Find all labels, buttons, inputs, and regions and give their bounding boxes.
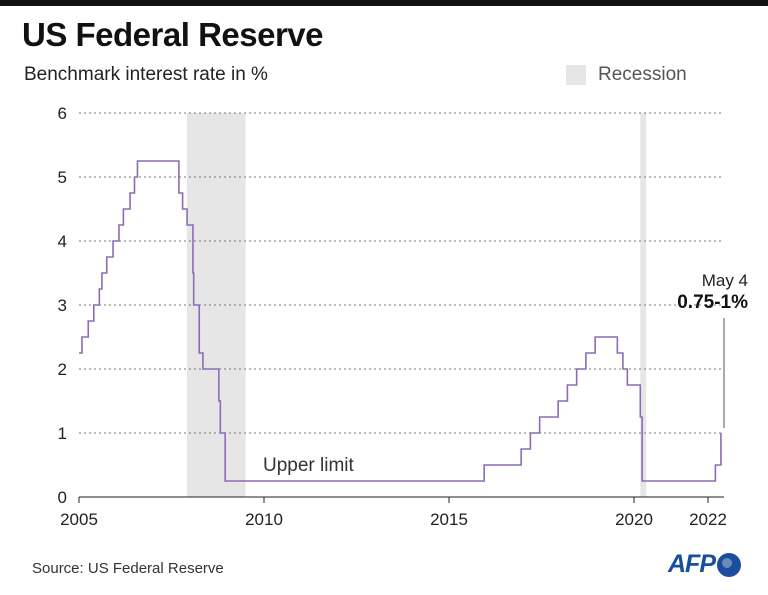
y-tick-label: 4: [58, 232, 67, 251]
x-tick-label: 2015: [430, 510, 468, 529]
afp-logo-text: AFP: [668, 550, 716, 578]
x-tick-label: 2020: [615, 510, 653, 529]
legend-recession-swatch: [566, 65, 586, 85]
top-rule: [0, 0, 768, 6]
y-tick-label: 3: [58, 296, 67, 315]
legend-recession-label: Recession: [598, 64, 687, 85]
x-tick-label: 2005: [60, 510, 98, 529]
upper-limit-label: Upper limit: [263, 455, 355, 476]
y-tick-label: 5: [58, 168, 67, 187]
y-tick-label: 1: [58, 424, 67, 443]
legend: Recession: [566, 64, 687, 86]
recession-band-2: [640, 113, 647, 497]
y-tick-label: 2: [58, 360, 67, 379]
y-tick-label: 6: [58, 104, 67, 123]
chart-subtitle: Benchmark interest rate in %: [24, 64, 268, 85]
globe-icon: [717, 552, 741, 577]
rate-series-line: [79, 160, 722, 482]
x-tick-label: 2022: [689, 510, 727, 529]
x-tick-label: 2010: [245, 510, 283, 529]
chart-title: US Federal Reserve: [22, 16, 324, 53]
annotation-date: May 4: [702, 271, 748, 290]
annotation-value: 0.75-1%: [677, 292, 748, 313]
y-tick-label: 0: [58, 488, 67, 507]
source-note: Source: US Federal Reserve: [32, 560, 224, 577]
afp-logo: AFP: [668, 550, 741, 579]
